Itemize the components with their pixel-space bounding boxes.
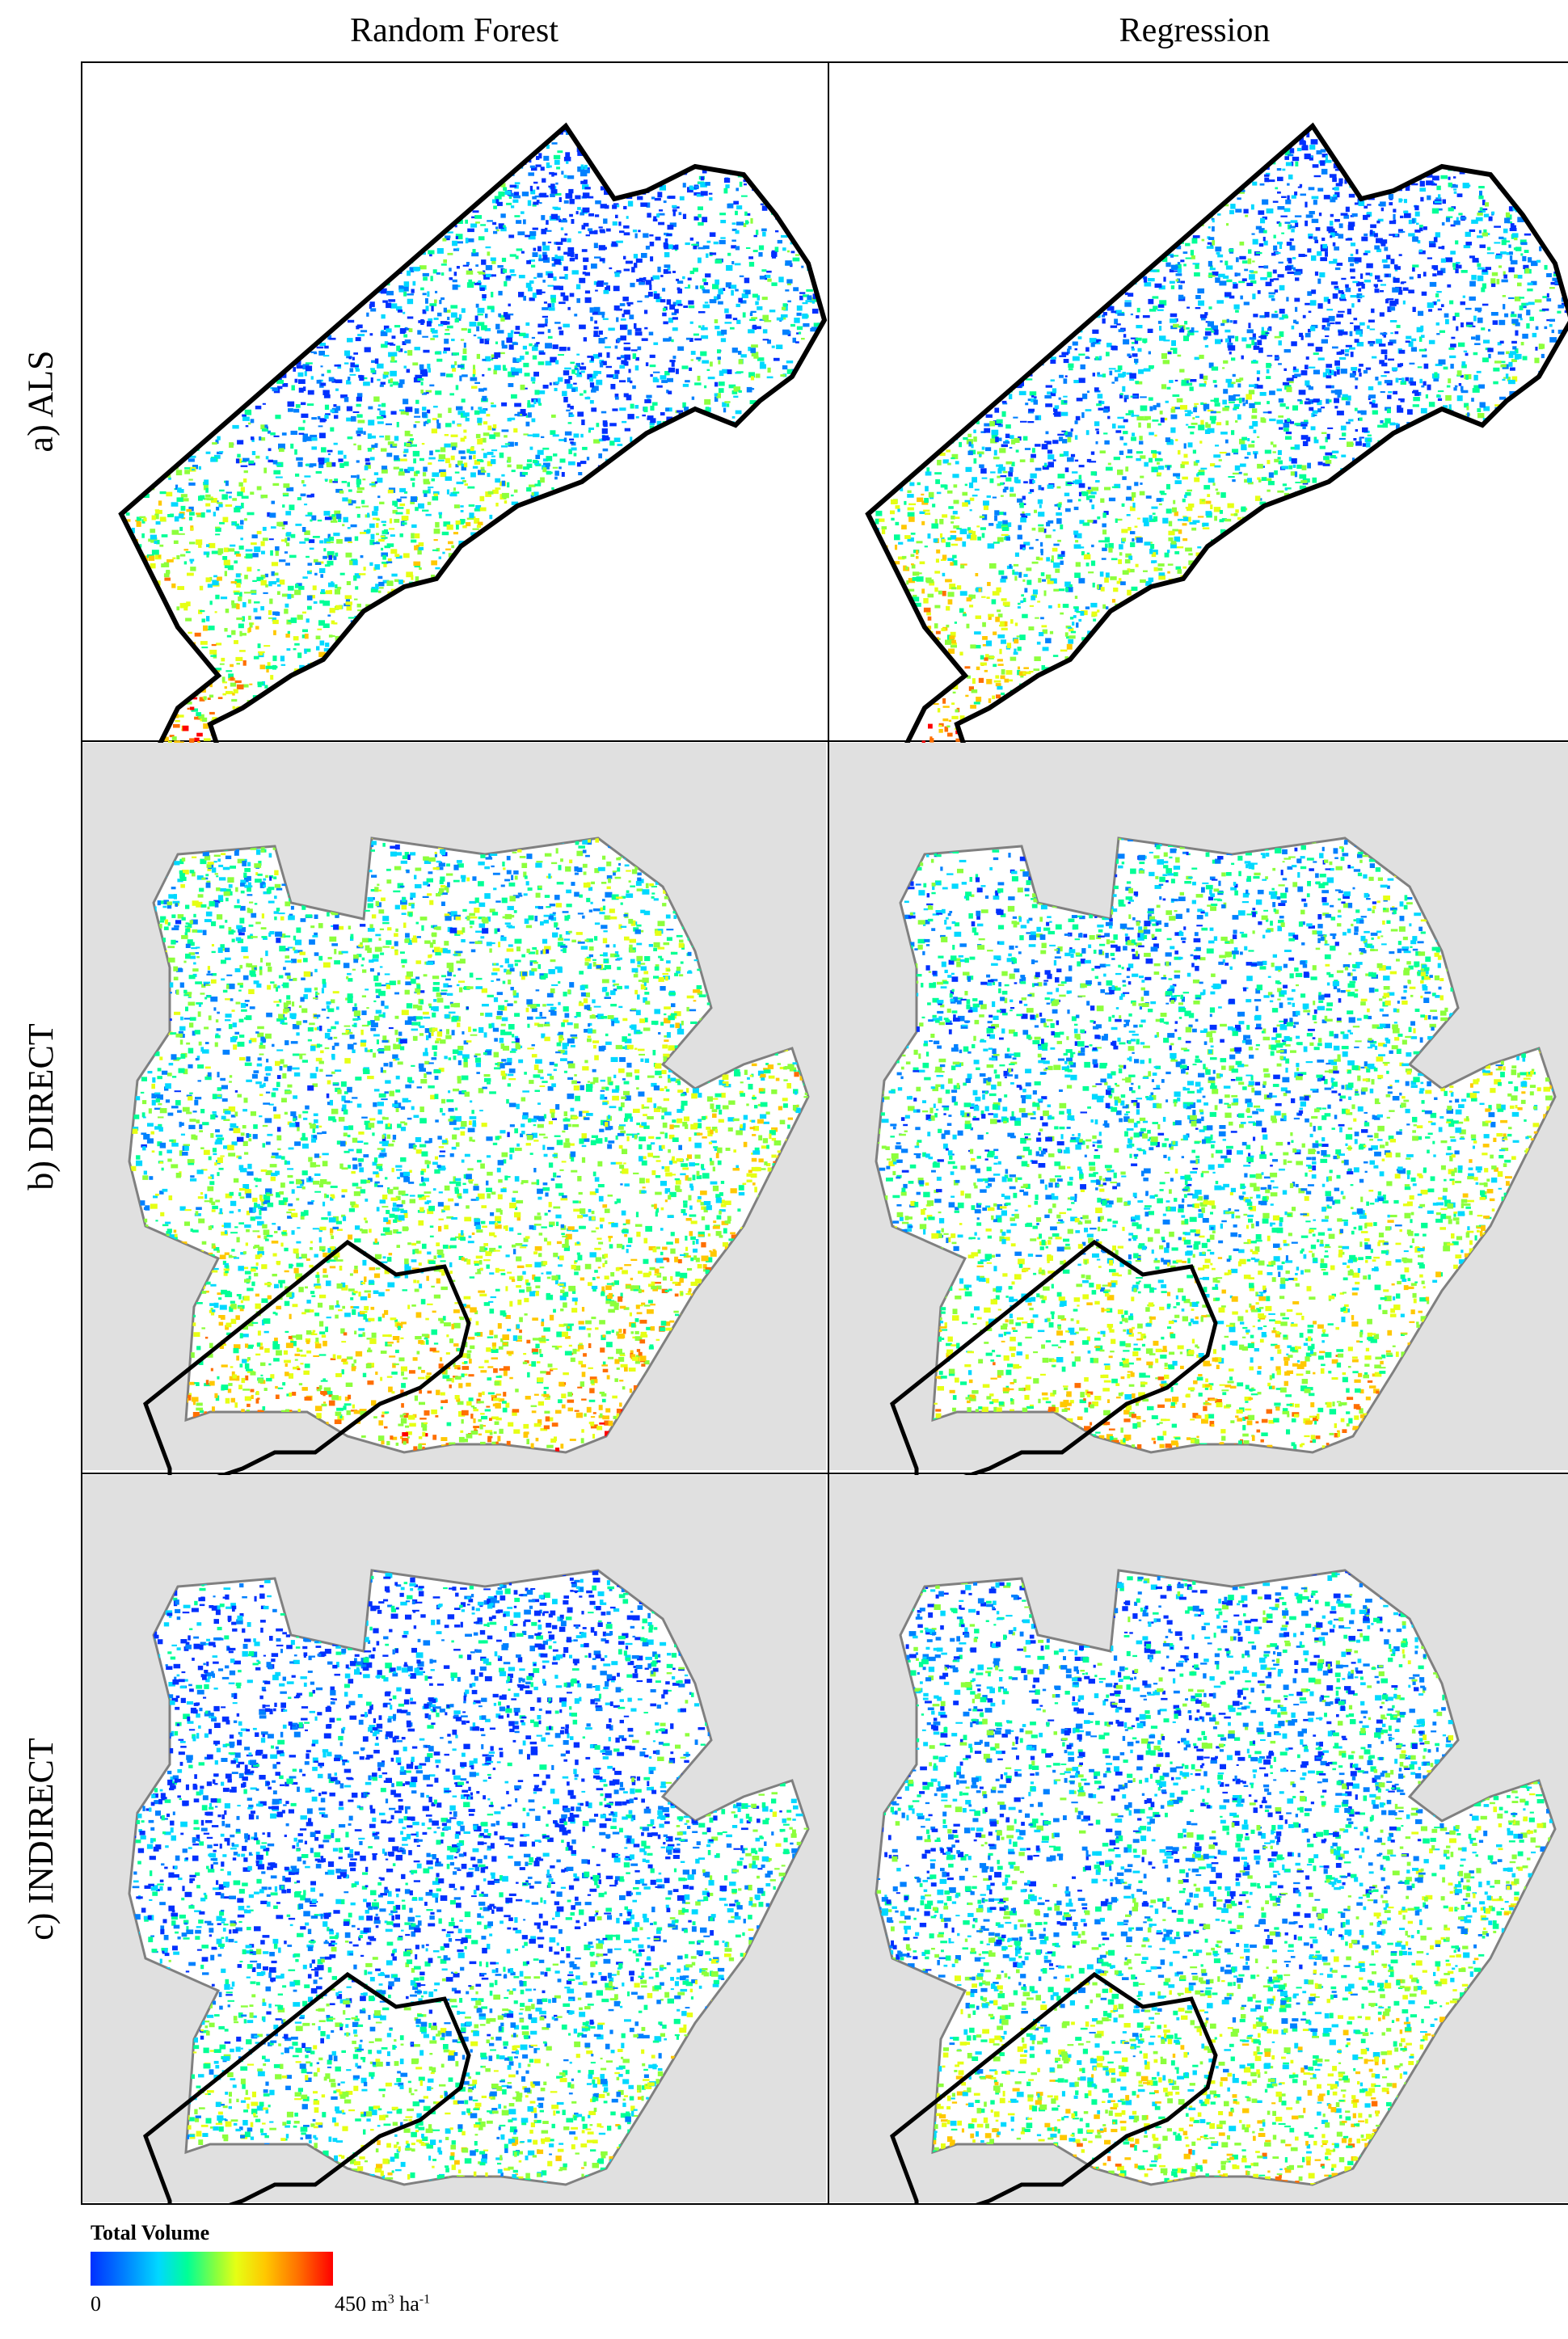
legend-title: Total Volume [91, 2221, 209, 2245]
row-label-als: a) ALS [0, 61, 81, 740]
row-label-direct: b) DIRECT [0, 740, 81, 1473]
map-panel-rf-direct [82, 743, 826, 1536]
map-panel-rf-als [118, 122, 828, 816]
legend-min-label: 0 [91, 2292, 101, 2316]
legend-color-ramp [91, 2252, 333, 2286]
map-panel-reg-als [865, 122, 1568, 816]
column-title-regression: Regression [821, 6, 1568, 55]
column-title-random-forest: Random Forest [81, 6, 828, 55]
study-area-boundary [890, 1971, 1218, 2205]
panel-border-reg-indirect [828, 1473, 1568, 2205]
map-grid [81, 61, 1568, 2205]
als-boundary-reg [865, 122, 1568, 816]
map-panel-reg-indirect [829, 1475, 1568, 2205]
map-panel-reg-direct [829, 743, 1568, 1536]
legend: Total Volume 0 450 m3 ha-1 [91, 2221, 430, 2334]
legend-max-label: 450 m3 ha-1 [335, 2292, 430, 2316]
map-panel-rf-indirect [82, 1475, 826, 2205]
row-label-indirect: c) INDIRECT [0, 1473, 81, 2205]
study-area-boundary [143, 1971, 471, 2205]
